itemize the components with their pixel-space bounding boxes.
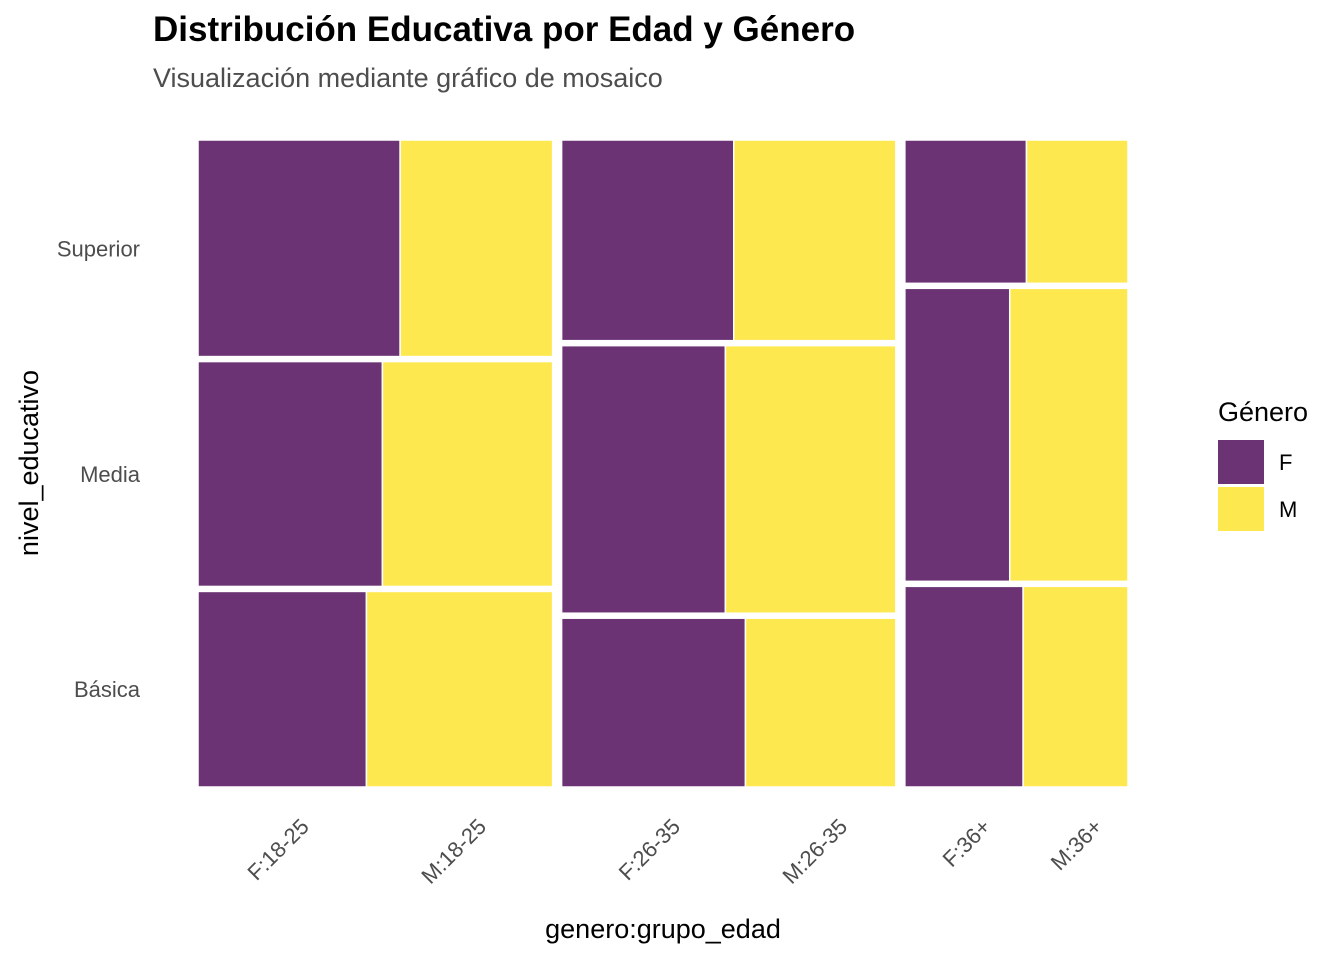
x-tick-label: M:26-35 xyxy=(777,814,852,889)
tile-m-36-media xyxy=(1008,287,1129,583)
mosaic-tiles xyxy=(197,139,1129,788)
y-axis-title: nivel_educativo xyxy=(14,370,44,556)
tile-f-2635-superior xyxy=(560,139,735,342)
y-tick-label: Superior xyxy=(57,236,140,261)
tile-f-1825-bsica xyxy=(197,590,368,788)
legend: Género F M xyxy=(1218,397,1308,531)
tile-f-36-media xyxy=(904,287,1011,583)
tile-m-1825-superior xyxy=(399,139,554,358)
y-tick-label: Básica xyxy=(74,677,141,702)
x-tick-label: M:18-25 xyxy=(416,814,491,889)
tile-f-1825-superior xyxy=(197,139,401,358)
legend-label-f: F xyxy=(1279,450,1292,475)
y-tick-label: Media xyxy=(80,462,141,487)
tile-f-36-bsica xyxy=(904,585,1024,788)
x-tick-label: F:18-25 xyxy=(242,814,313,885)
x-tick-label: M:36+ xyxy=(1046,814,1107,875)
chart-subtitle: Visualización mediante gráfico de mosaic… xyxy=(153,63,663,93)
tile-m-36-superior xyxy=(1025,139,1129,285)
y-axis-ticks: Básica Media Superior xyxy=(57,236,141,702)
tile-m-36-bsica xyxy=(1022,585,1129,788)
tile-f-1825-media xyxy=(197,360,384,588)
tile-m-2635-bsica xyxy=(744,617,897,788)
x-tick-label: F:26-35 xyxy=(614,814,685,885)
x-axis-ticks: F:18-25 M:18-25 F:26-35 M:26-35 F:36+ M:36+ xyxy=(242,814,1107,889)
tile-m-1825-bsica xyxy=(365,590,554,788)
x-tick-label: F:36+ xyxy=(938,814,996,872)
tile-f-2635-bsica xyxy=(560,617,747,788)
chart-title: Distribución Educativa por Edad y Género xyxy=(153,10,855,49)
tile-m-2635-media xyxy=(724,344,897,614)
tile-f-2635-media xyxy=(560,344,727,614)
legend-label-m: M xyxy=(1279,497,1297,522)
tile-f-36-superior xyxy=(904,139,1028,285)
legend-swatch-f xyxy=(1218,440,1264,484)
tile-m-1825-media xyxy=(381,360,554,588)
legend-title: Género xyxy=(1218,397,1308,427)
legend-swatch-m xyxy=(1218,487,1264,531)
tile-m-2635-superior xyxy=(733,139,897,342)
x-axis-title: genero:grupo_edad xyxy=(545,914,781,944)
